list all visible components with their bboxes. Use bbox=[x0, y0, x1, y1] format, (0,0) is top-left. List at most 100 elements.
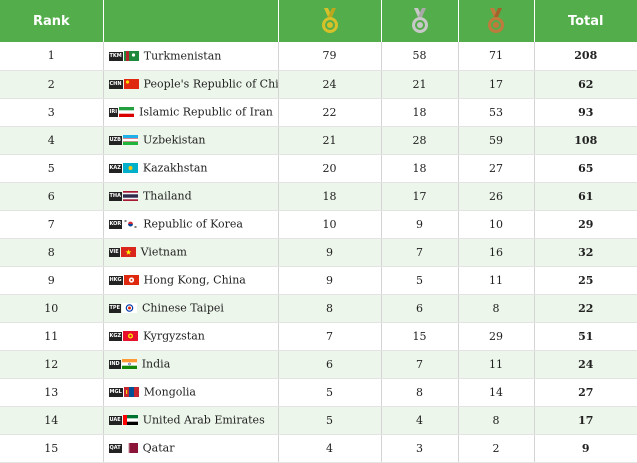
silver-count: 58 bbox=[381, 42, 459, 71]
country-name: India bbox=[141, 357, 171, 371]
gold-count: 6 bbox=[278, 350, 382, 379]
nation-header bbox=[103, 0, 279, 42]
table-row[interactable]: 8 VIE Vietnam 9 7 16 32 bbox=[0, 238, 637, 267]
mgl-flag-icon bbox=[123, 387, 139, 398]
table-row[interactable]: 4 UZB Uzbekistan 21 28 59 108 bbox=[0, 126, 637, 155]
nation-cell[interactable]: MGL Mongolia bbox=[103, 378, 279, 407]
silver-count: 28 bbox=[381, 126, 459, 155]
country-code: IRI bbox=[108, 107, 119, 117]
country-code: VIE bbox=[108, 247, 120, 257]
country-name: Kazakhstan bbox=[142, 161, 208, 175]
country-name: Vietnam bbox=[140, 245, 187, 259]
country-code: TKM bbox=[108, 51, 123, 61]
rank-cell: 11 bbox=[0, 322, 104, 351]
gold-count: 18 bbox=[278, 182, 382, 211]
gold-count: 21 bbox=[278, 126, 382, 155]
bronze-count: 27 bbox=[458, 154, 535, 183]
gold-header[interactable] bbox=[278, 0, 382, 42]
table-row[interactable]: 15 QAT Qatar 4 3 2 9 bbox=[0, 434, 637, 463]
rank-cell: 7 bbox=[0, 210, 104, 239]
tpe-flag-icon bbox=[122, 303, 137, 314]
country-name: United Arab Emirates bbox=[142, 413, 265, 427]
table-row[interactable]: 3 IRI Islamic Republic of Iran 22 18 53 93 bbox=[0, 98, 637, 127]
country-name: Islamic Republic of Iran bbox=[139, 105, 273, 119]
rank-cell: 10 bbox=[0, 294, 104, 323]
nation-cell[interactable]: IND India bbox=[103, 350, 279, 379]
bronze-count: 2 bbox=[458, 434, 535, 463]
bronze-count: 8 bbox=[458, 406, 535, 435]
rank-cell: 14 bbox=[0, 406, 104, 435]
total-header[interactable]: Total bbox=[567, 13, 604, 29]
tha-flag-icon bbox=[122, 191, 138, 202]
country-code: CHN bbox=[108, 79, 123, 89]
table-row[interactable]: 10 TPE Chinese Taipei 8 6 8 22 bbox=[0, 294, 637, 323]
bronze-count: 14 bbox=[458, 378, 535, 407]
gold-count: 4 bbox=[278, 434, 382, 463]
table-row[interactable]: 12 IND India 6 7 11 24 bbox=[0, 350, 637, 379]
gold-count: 24 bbox=[278, 70, 382, 99]
nation-cell[interactable]: TPE Chinese Taipei bbox=[103, 294, 279, 323]
table-row[interactable]: 7 KOR Republic of Korea 10 9 10 29 bbox=[0, 210, 637, 239]
country-name: Hong Kong, China bbox=[143, 273, 246, 287]
gold-count: 5 bbox=[278, 378, 382, 407]
rank-cell: 9 bbox=[0, 266, 104, 295]
nation-cell[interactable]: IRI Islamic Republic of Iran bbox=[103, 98, 279, 127]
nation-cell[interactable]: KOR Republic of Korea bbox=[103, 210, 279, 239]
table-row[interactable]: 2 CHN People's Republic of China 24 21 17 62 bbox=[0, 70, 637, 99]
nation-cell[interactable]: CHN People's Republic of China bbox=[103, 70, 279, 99]
table-row[interactable]: 5 KAZ Kazakhstan 20 18 27 65 bbox=[0, 154, 637, 183]
table-row[interactable]: 11 KGZ Kyrgyzstan 7 15 29 51 bbox=[0, 322, 637, 351]
vie-flag-icon bbox=[120, 247, 136, 258]
bronze-count: 17 bbox=[458, 70, 535, 99]
nation-cell[interactable]: UAE United Arab Emirates bbox=[103, 406, 279, 435]
kaz-flag-icon bbox=[122, 163, 138, 174]
nation-cell[interactable]: VIE Vietnam bbox=[103, 238, 279, 267]
country-code: THA bbox=[108, 191, 122, 201]
nation-cell[interactable]: QAT Qatar bbox=[103, 434, 279, 463]
silver-count: 4 bbox=[381, 406, 459, 435]
nation-cell[interactable]: TKM Turkmenistan bbox=[103, 42, 279, 71]
gold-count: 22 bbox=[278, 98, 382, 127]
table-row[interactable]: 1 TKM Turkmenistan 79 58 71 208 bbox=[0, 42, 637, 71]
silver-header[interactable] bbox=[381, 0, 459, 42]
nation-cell[interactable]: HKG Hong Kong, China bbox=[103, 266, 279, 295]
country-code: KAZ bbox=[108, 163, 122, 173]
rank-cell: 5 bbox=[0, 154, 104, 183]
rank-header[interactable]: Rank bbox=[0, 0, 104, 42]
gold-count: 9 bbox=[278, 266, 382, 295]
rank-cell: 2 bbox=[0, 70, 104, 99]
total-count: 51 bbox=[534, 322, 637, 351]
table-row[interactable]: 14 UAE United Arab Emirates 5 4 8 17 bbox=[0, 406, 637, 435]
country-name: Uzbekistan bbox=[143, 133, 206, 147]
country-code: IND bbox=[108, 359, 121, 369]
bronze-count: 59 bbox=[458, 126, 535, 155]
bronze-count: 16 bbox=[458, 238, 535, 267]
rank-cell: 13 bbox=[0, 378, 104, 407]
silver-count: 3 bbox=[381, 434, 459, 463]
nation-cell[interactable]: THA Thailand bbox=[103, 182, 279, 211]
bronze-header[interactable] bbox=[458, 0, 535, 42]
total-count: 29 bbox=[534, 210, 637, 239]
nation-cell[interactable]: UZB Uzbekistan bbox=[103, 126, 279, 155]
country-code: HKG bbox=[108, 275, 123, 285]
nation-cell[interactable]: KAZ Kazakhstan bbox=[103, 154, 279, 183]
header-row: Rank bbox=[0, 0, 637, 42]
country-code: MGL bbox=[108, 387, 123, 397]
nation-cell[interactable]: KGZ Kyrgyzstan bbox=[103, 322, 279, 351]
silver-count: 15 bbox=[381, 322, 459, 351]
country-name: Qatar bbox=[142, 441, 175, 455]
gold-count: 8 bbox=[278, 294, 382, 323]
table-row[interactable]: 6 THA Thailand 18 17 26 61 bbox=[0, 182, 637, 211]
table-row[interactable]: 13 MGL Mongolia 5 8 14 27 bbox=[0, 378, 637, 407]
iri-flag-icon bbox=[119, 107, 135, 118]
total-count: 24 bbox=[534, 350, 637, 379]
table-row[interactable]: 9 HKG Hong Kong, China 9 5 11 25 bbox=[0, 266, 637, 295]
silver-count: 21 bbox=[381, 70, 459, 99]
kor-flag-icon bbox=[123, 219, 139, 230]
silver-count: 17 bbox=[381, 182, 459, 211]
country-name: People's Republic of China bbox=[143, 77, 278, 91]
silver-count: 9 bbox=[381, 210, 459, 239]
silver-medal-icon bbox=[411, 8, 428, 33]
silver-count: 18 bbox=[381, 98, 459, 127]
bronze-count: 29 bbox=[458, 322, 535, 351]
